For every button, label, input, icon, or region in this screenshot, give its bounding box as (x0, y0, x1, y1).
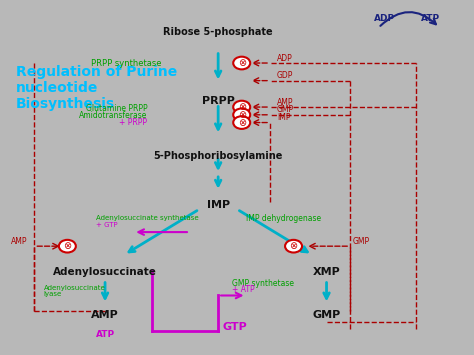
Text: Adenylosuccinate: Adenylosuccinate (44, 285, 106, 291)
Text: + PRPP: + PRPP (119, 119, 147, 127)
Text: GDP: GDP (277, 71, 293, 80)
Text: IMP dehydrogenase: IMP dehydrogenase (246, 213, 321, 223)
Text: ATP: ATP (95, 330, 115, 339)
Text: ATP: ATP (421, 14, 440, 23)
Text: AMP: AMP (277, 98, 293, 106)
Circle shape (59, 240, 76, 252)
Text: Glutamine PRPP: Glutamine PRPP (86, 104, 147, 113)
Text: Adenylosuccinate synthetase: Adenylosuccinate synthetase (96, 215, 198, 221)
Text: ⊗: ⊗ (237, 58, 246, 68)
Text: + ATP: + ATP (232, 285, 255, 294)
Text: IMP: IMP (277, 113, 291, 122)
Text: + GTP: + GTP (96, 222, 117, 228)
Text: ⊗: ⊗ (290, 241, 298, 251)
Text: Ribose 5-phosphate: Ribose 5-phosphate (164, 27, 273, 37)
Text: 5-Phosphoribosylamine: 5-Phosphoribosylamine (154, 151, 283, 161)
Circle shape (233, 116, 250, 129)
Circle shape (233, 101, 250, 113)
Text: Regulation of Purine
nucleotide
Biosynthesis: Regulation of Purine nucleotide Biosynth… (16, 65, 177, 111)
Circle shape (233, 109, 250, 121)
Text: GMP: GMP (353, 237, 370, 246)
Text: ⊗: ⊗ (237, 102, 246, 112)
Circle shape (285, 240, 302, 252)
Text: XMP: XMP (313, 267, 340, 277)
Text: AMP: AMP (11, 237, 27, 246)
Text: ADP: ADP (374, 14, 395, 23)
Text: ADP: ADP (277, 54, 293, 62)
Text: GMP: GMP (277, 105, 294, 114)
Text: GMP synthetase: GMP synthetase (232, 279, 294, 288)
Text: IMP: IMP (207, 200, 230, 211)
Circle shape (233, 57, 250, 69)
Text: PRPP: PRPP (202, 97, 235, 106)
Text: ⊗: ⊗ (237, 110, 246, 120)
Text: lyase: lyase (44, 291, 62, 297)
Text: AMP: AMP (91, 310, 119, 320)
Text: ⊗: ⊗ (64, 241, 72, 251)
Text: ⊗: ⊗ (237, 118, 246, 127)
Text: GTP: GTP (223, 322, 247, 332)
Text: GMP: GMP (312, 310, 341, 320)
Text: PRPP synthetase: PRPP synthetase (91, 59, 162, 67)
Text: Amidotransferase: Amidotransferase (79, 111, 147, 120)
Text: Adenylosuccinate: Adenylosuccinate (53, 267, 157, 277)
